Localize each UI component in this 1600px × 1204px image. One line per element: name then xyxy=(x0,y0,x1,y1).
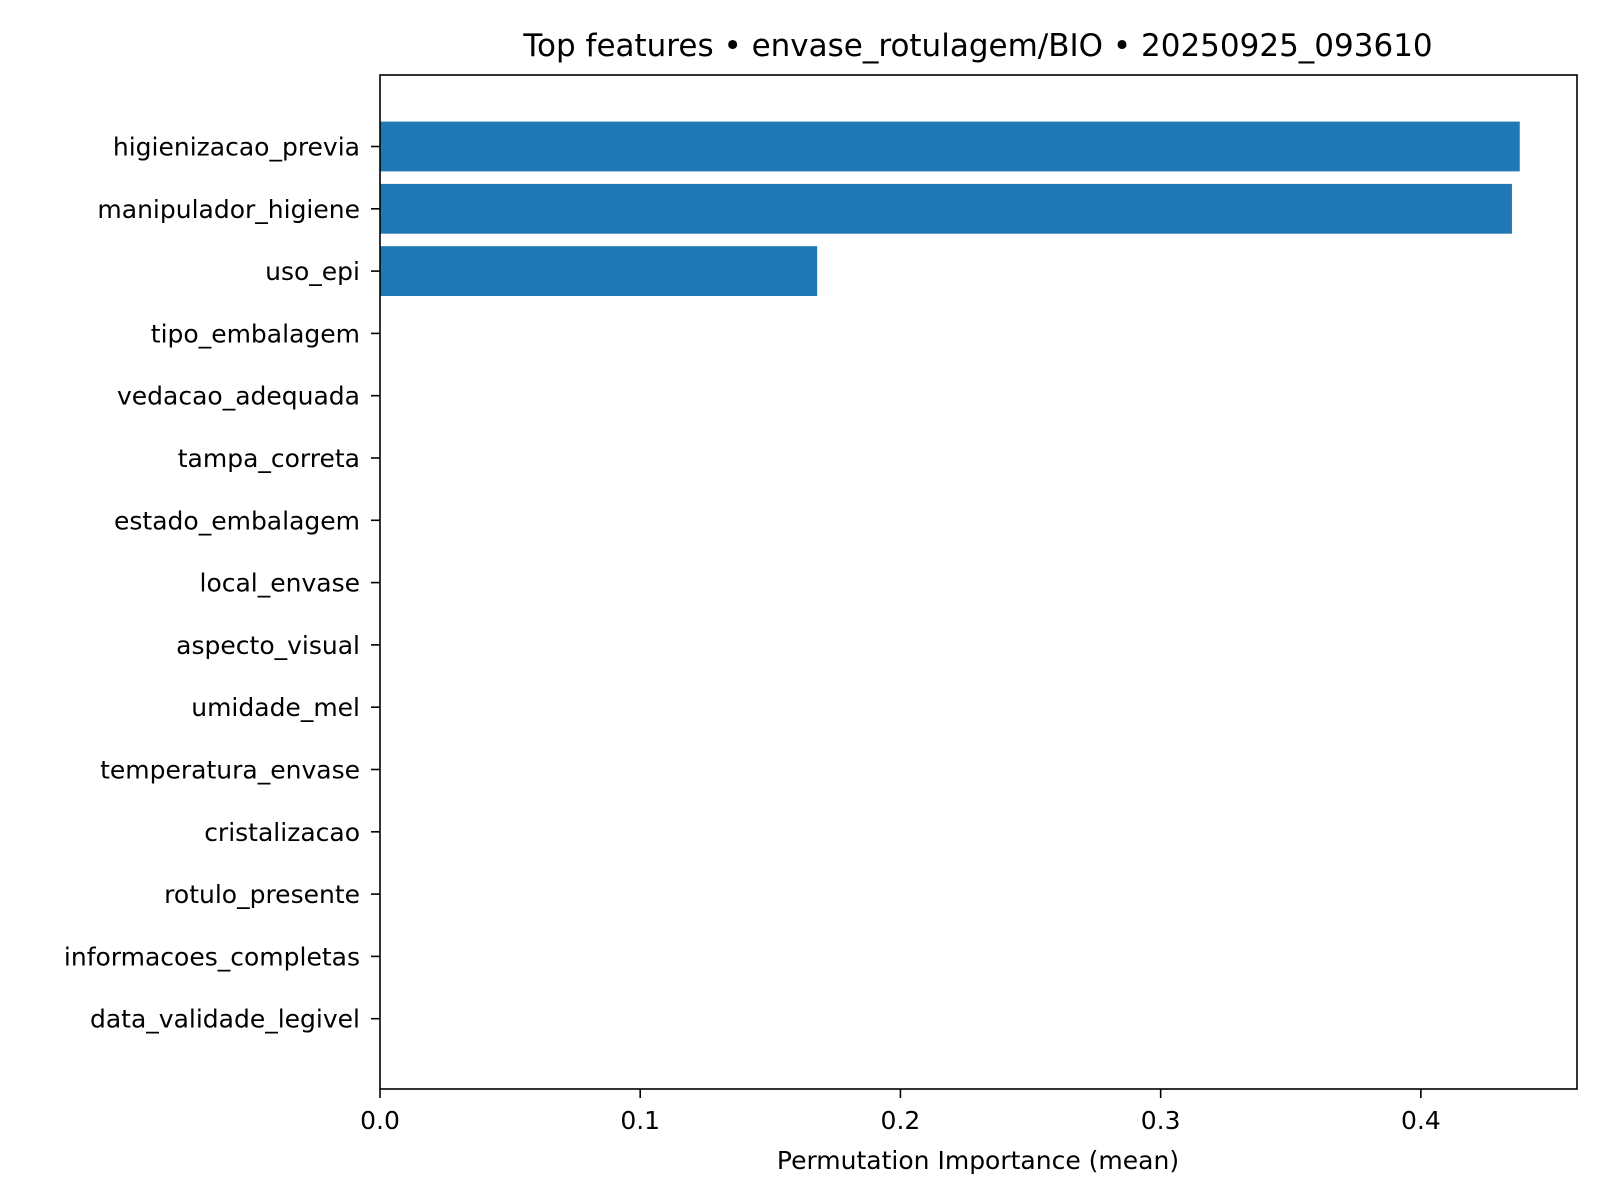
y-tick-label: temperatura_envase xyxy=(100,756,360,785)
x-axis-label: Permutation Importance (mean) xyxy=(777,1146,1179,1175)
chart-title: Top features • envase_rotulagem/BIO • 20… xyxy=(522,28,1432,64)
bar-higienizacao_previa xyxy=(380,121,1520,172)
y-tick-label: rotulo_presente xyxy=(164,880,360,909)
bar-uso_epi xyxy=(380,246,818,296)
y-tick-label: data_validade_legivel xyxy=(90,1005,360,1034)
y-tick-label: cristalizacao xyxy=(204,818,360,847)
y-tick-label: local_envase xyxy=(200,569,361,598)
x-tick-label: 0.2 xyxy=(881,1106,921,1135)
y-tick-label: aspecto_visual xyxy=(176,631,360,660)
bar-manipulador_higiene xyxy=(380,183,1512,234)
plot-area-frame xyxy=(379,74,1578,1090)
y-axis-ticks: higienizacao_previa manipulador_higieneus… xyxy=(64,133,380,1034)
y-tick-label: higienizacao_previa xyxy=(113,133,360,162)
y-tick-label: vedacao_adequada xyxy=(117,382,360,411)
y-tick-label: uso_epi xyxy=(265,257,360,286)
y-tick-label: tampa_correta xyxy=(178,444,360,473)
bars-layer xyxy=(380,121,1520,296)
x-tick-label: 0.4 xyxy=(1401,1106,1441,1135)
y-tick-label: tipo_embalagem xyxy=(151,319,360,348)
y-tick-label: manipulador_higiene xyxy=(97,195,360,224)
x-tick-label: 0.3 xyxy=(1141,1106,1181,1135)
x-tick-label: 0.1 xyxy=(620,1106,660,1135)
y-tick-label: informacoes_completas xyxy=(64,942,360,971)
x-axis-ticks: 0.0 0.1 0.2 0.3 0.4 xyxy=(360,1089,1441,1135)
y-tick-label: estado_embalagem xyxy=(114,506,360,535)
y-tick-label: umidade_mel xyxy=(191,693,360,722)
x-tick-label: 0.0 xyxy=(360,1106,400,1135)
